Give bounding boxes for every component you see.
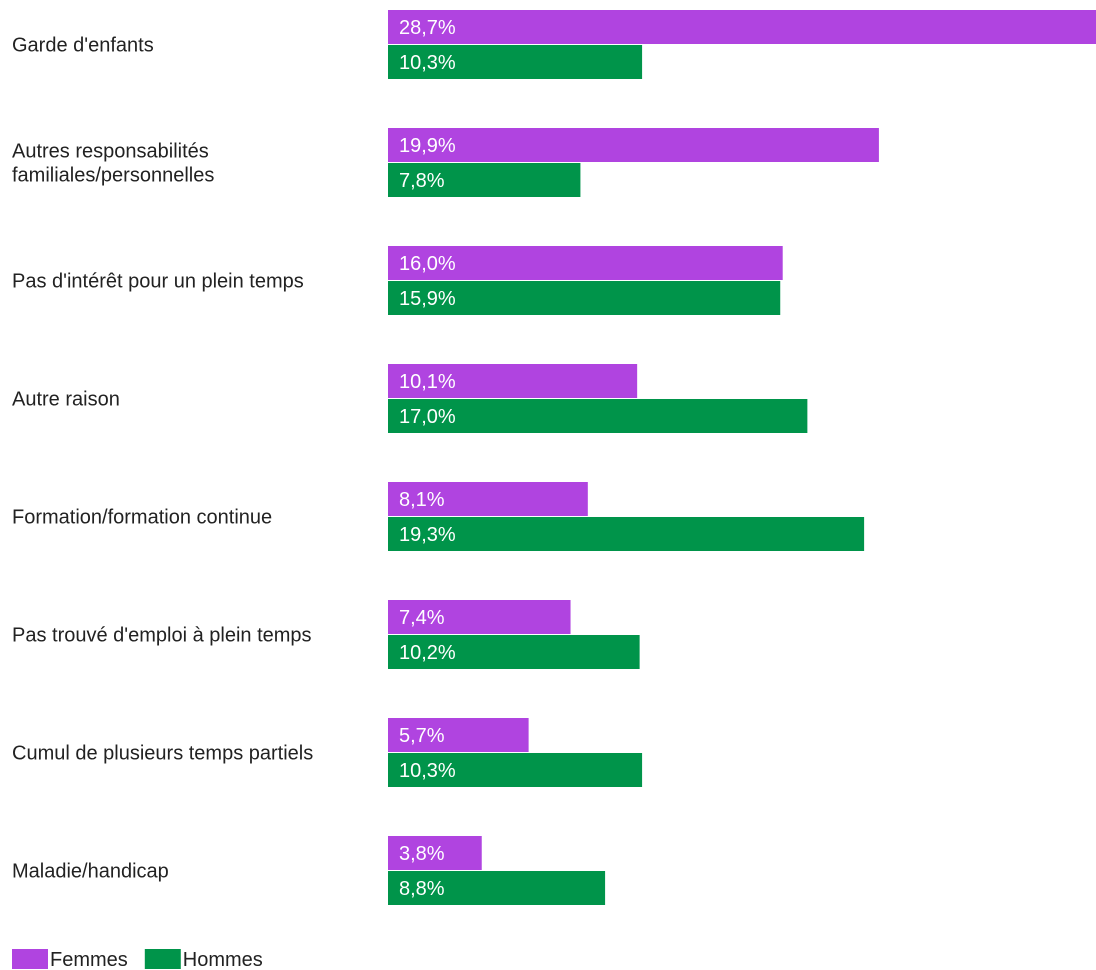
category-label-line: familiales/personnelles bbox=[12, 165, 214, 187]
category-label: Garde d'enfants bbox=[12, 35, 154, 57]
data-label-hommes: 8,8% bbox=[399, 878, 445, 900]
bar-femmes bbox=[388, 482, 588, 516]
legend-swatch-femmes bbox=[12, 949, 48, 969]
data-label-hommes: 10,3% bbox=[399, 52, 456, 74]
category-label: Autres responsabilités familiales/personn… bbox=[12, 141, 214, 187]
data-label-femmes: 16,0% bbox=[399, 253, 456, 275]
category-label: Pas d'intérêt pour un plein temps bbox=[12, 271, 304, 293]
data-label-femmes: 3,8% bbox=[399, 843, 445, 865]
bar-femmes bbox=[388, 600, 571, 634]
bar-hommes bbox=[388, 45, 643, 79]
category-label: Pas trouvé d'emploi à plein temps bbox=[12, 625, 312, 647]
legend-swatch-hommes bbox=[144, 949, 181, 969]
category-label: Formation/formation continue bbox=[12, 507, 272, 529]
bar-femmes bbox=[388, 10, 1096, 44]
data-label-femmes: 7,4% bbox=[399, 607, 445, 629]
category-label-line: Pas trouvé d'emploi à plein temps bbox=[12, 625, 312, 647]
bar-femmes bbox=[388, 836, 482, 870]
bar-femmes bbox=[388, 364, 638, 398]
data-label-femmes: 19,9% bbox=[399, 135, 456, 157]
bar-hommes bbox=[388, 163, 581, 197]
category-label-line: Autres responsabilités bbox=[12, 141, 209, 163]
category-labels: Garde d'enfants Autres responsabilités fam… bbox=[12, 35, 313, 883]
data-label-femmes: 8,1% bbox=[399, 489, 445, 511]
data-label-hommes: 10,3% bbox=[399, 760, 456, 782]
data-label-hommes: 19,3% bbox=[399, 524, 456, 546]
bar-hommes bbox=[388, 399, 808, 433]
bar-hommes bbox=[388, 281, 781, 315]
legend: Femmes Hommes bbox=[12, 949, 263, 970]
bar-hommes bbox=[388, 753, 643, 787]
bar-femmes bbox=[388, 246, 783, 280]
category-label-line: Autre raison bbox=[12, 389, 120, 411]
data-label-femmes: 10,1% bbox=[399, 371, 456, 393]
category-label: Maladie/handicap bbox=[12, 861, 169, 883]
bar-hommes bbox=[388, 517, 865, 551]
legend-label-hommes: Hommes bbox=[183, 949, 263, 970]
bar-femmes bbox=[388, 718, 529, 752]
value-labels: 28,7% 10,3% 19,9% 7,8% 16,0% 15,9% 10,1% 17,0% 8… bbox=[399, 17, 456, 900]
data-label-hommes: 10,2% bbox=[399, 642, 456, 664]
data-label-femmes: 5,7% bbox=[399, 725, 445, 747]
bar-femmes bbox=[388, 128, 879, 162]
category-label-line: Formation/formation continue bbox=[12, 507, 272, 529]
category-label: Autre raison bbox=[12, 389, 120, 411]
data-label-hommes: 7,8% bbox=[399, 170, 445, 192]
category-label-line: Maladie/handicap bbox=[12, 861, 169, 883]
category-label-line: Pas d'intérêt pour un plein temps bbox=[12, 271, 304, 293]
bar-hommes bbox=[388, 871, 606, 905]
data-label-hommes: 15,9% bbox=[399, 288, 456, 310]
bar-hommes bbox=[388, 635, 640, 669]
category-label: Cumul de plusieurs temps partiels bbox=[12, 743, 313, 765]
category-label-line: Garde d'enfants bbox=[12, 35, 154, 57]
data-label-hommes: 17,0% bbox=[399, 406, 456, 428]
bars bbox=[388, 10, 1096, 905]
category-label-line: Cumul de plusieurs temps partiels bbox=[12, 743, 313, 765]
data-label-femmes: 28,7% bbox=[399, 17, 456, 39]
legend-label-femmes: Femmes bbox=[50, 949, 128, 970]
